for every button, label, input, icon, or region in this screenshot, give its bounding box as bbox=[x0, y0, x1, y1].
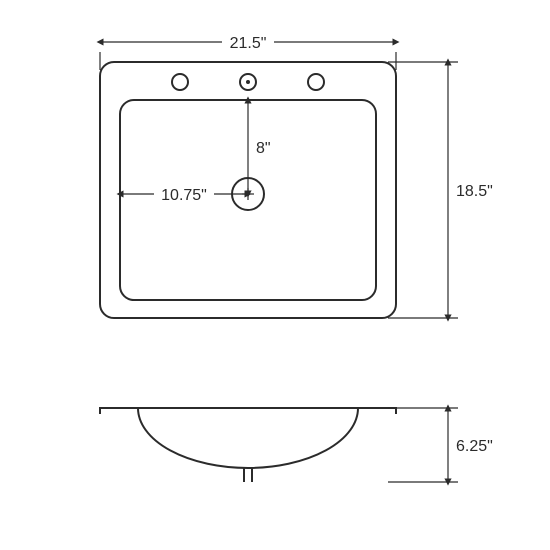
dim-drain-x-label: 10.75" bbox=[161, 187, 207, 204]
dim-width-label: 21.5" bbox=[230, 35, 267, 52]
dim-depth-label: 6.25" bbox=[456, 438, 493, 455]
faucet-hole-2 bbox=[308, 74, 324, 90]
dim-height-label: 18.5" bbox=[456, 183, 493, 200]
side-bowl bbox=[138, 408, 358, 468]
faucet-hole-0 bbox=[172, 74, 188, 90]
dim-drain-y-label: 8" bbox=[256, 140, 271, 157]
side-drain-stub bbox=[244, 468, 252, 482]
sink-dimension-diagram: 21.5" 18.5" 6.25" 10.75" 8" bbox=[0, 0, 550, 550]
faucet-center-dot bbox=[246, 80, 250, 84]
side-deck bbox=[100, 408, 396, 414]
